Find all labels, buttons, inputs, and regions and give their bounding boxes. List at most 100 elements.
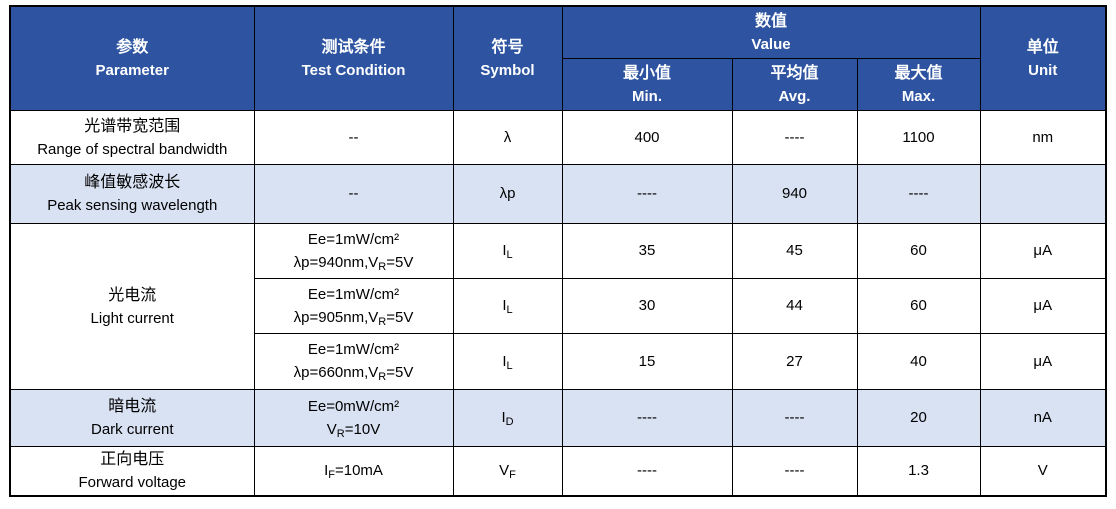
condition-line: Ee=1mW/cm²: [307, 341, 400, 358]
param-zh: 峰值敏感波长: [84, 174, 181, 191]
symbol-cell: λp: [452, 163, 563, 224]
spec-table-body: 光谱带宽范围 Range of spectral bandwidth -- λ …: [9, 109, 1107, 497]
condition-cell: --: [253, 109, 454, 165]
col-header-unit-zh: 单位: [1026, 38, 1059, 56]
col-header-parameter-zh: 参数: [116, 38, 149, 56]
spec-table: 参数 Parameter 测试条件 Test Condition 符号 Symb…: [9, 5, 1107, 497]
row-dark-current: 暗电流 Dark current Ee=0mW/cm² VR=10V ID --…: [9, 388, 1107, 447]
row-peak-sensing-wavelength: 峰值敏感波长 Peak sensing wavelength -- λp ---…: [9, 163, 1107, 224]
condition-line: --: [348, 185, 359, 202]
col-header-max-en: Max.: [901, 87, 936, 105]
max-cell: 60: [856, 222, 981, 279]
col-header-parameter-en: Parameter: [95, 61, 169, 79]
unit-cell: μA: [979, 277, 1107, 334]
min-cell: 15: [561, 332, 733, 390]
min-cell: ----: [561, 388, 733, 447]
col-header-parameter: 参数 Parameter: [9, 5, 255, 111]
col-header-min-zh: 最小值: [622, 64, 671, 82]
unit-cell: μA: [979, 332, 1107, 390]
param-en: Range of spectral bandwidth: [37, 140, 228, 158]
spec-table-header: 参数 Parameter 测试条件 Test Condition 符号 Symb…: [9, 5, 1107, 111]
condition-line: Ee=1mW/cm²: [307, 285, 400, 303]
max-cell: ----: [856, 163, 981, 224]
min-cell: 30: [561, 277, 733, 334]
avg-cell: ----: [731, 388, 858, 447]
col-header-value-en: Value: [751, 35, 791, 53]
avg-cell: 44: [731, 277, 858, 334]
max-cell: 1.3: [856, 445, 981, 497]
symbol-cell: λ: [452, 109, 563, 165]
unit-cell: [979, 163, 1107, 224]
col-header-min: 最小值 Min.: [561, 57, 733, 111]
param-cell-peak-sensing: 峰值敏感波长 Peak sensing wavelength: [9, 163, 255, 224]
col-header-max-zh: 最大值: [894, 64, 943, 82]
col-header-unit: 单位 Unit: [979, 5, 1107, 111]
min-cell: ----: [561, 445, 733, 497]
col-header-test-condition-zh: 测试条件: [321, 38, 386, 56]
avg-cell: 27: [731, 332, 858, 390]
col-header-avg-en: Avg.: [778, 87, 811, 105]
col-header-test-condition: 测试条件 Test Condition: [253, 5, 454, 111]
row-forward-voltage: 正向电压 Forward voltage IF=10mA VF ---- ---…: [9, 445, 1107, 497]
row-light-current-660: Ee=1mW/cm² λp=660nm,VR=5V IL 15 27 40 μA: [10, 332, 1107, 390]
col-header-value: 数值 Value: [561, 5, 981, 59]
param-zh: 光电流: [108, 286, 157, 304]
symbol-cell: IL: [452, 222, 563, 279]
symbol-cell: IL: [452, 277, 563, 334]
max-cell: 40: [856, 332, 981, 390]
col-header-symbol-en: Symbol: [480, 61, 535, 79]
avg-cell: 45: [731, 222, 858, 279]
condition-cell: IF=10mA: [253, 445, 454, 497]
col-header-symbol: 符号 Symbol: [452, 5, 563, 111]
row-light-current-940: 光电流 Light current Ee=1mW/cm² λp=940nm,VR…: [9, 222, 1107, 390]
max-cell: 20: [856, 388, 981, 447]
condition-cell: Ee=1mW/cm² λp=905nm,VR=5V: [253, 277, 454, 334]
param-cell-spectral-bandwidth: 光谱带宽范围 Range of spectral bandwidth: [9, 109, 255, 165]
condition-line: Ee=1mW/cm²: [307, 230, 400, 248]
unit-cell: nm: [979, 109, 1107, 165]
min-cell: 400: [561, 109, 733, 165]
condition-line: λp=940nm,VR=5V: [293, 253, 414, 273]
symbol-cell: ID: [452, 388, 563, 447]
col-header-value-zh: 数值: [754, 12, 787, 30]
condition-cell: --: [253, 163, 454, 224]
condition-line: IF=10mA: [324, 462, 383, 482]
param-en: Dark current: [90, 421, 174, 438]
col-header-unit-en: Unit: [1028, 61, 1058, 79]
max-cell: 1100: [856, 109, 981, 165]
unit-cell: nA: [979, 388, 1107, 447]
col-header-avg-zh: 平均值: [770, 64, 819, 82]
param-cell-light-current: 光电流 Light current: [9, 222, 255, 390]
symbol-cell: VF: [452, 445, 563, 497]
row-light-current-905: Ee=1mW/cm² λp=905nm,VR=5V IL 30 44 60 μA: [10, 277, 1107, 334]
row-spectral-bandwidth: 光谱带宽范围 Range of spectral bandwidth -- λ …: [9, 109, 1107, 165]
unit-cell: μA: [979, 222, 1107, 279]
datasheet-page: 参数 Parameter 测试条件 Test Condition 符号 Symb…: [0, 5, 1116, 509]
min-cell: 35: [561, 222, 733, 279]
avg-cell: 940: [731, 163, 858, 224]
col-header-symbol-zh: 符号: [491, 38, 524, 56]
condition-line: λp=905nm,VR=5V: [293, 308, 414, 328]
param-en: Peak sensing wavelength: [47, 197, 218, 214]
condition-line: Ee=0mW/cm²: [307, 397, 400, 415]
col-header-avg: 平均值 Avg.: [731, 57, 858, 111]
avg-cell: ----: [731, 109, 858, 165]
param-zh: 正向电压: [100, 451, 165, 469]
avg-cell: ----: [731, 445, 858, 497]
param-zh: 暗电流: [108, 398, 157, 415]
col-header-test-condition-en: Test Condition: [301, 61, 406, 79]
condition-cell: Ee=1mW/cm² λp=660nm,VR=5V: [253, 332, 454, 390]
condition-line: λp=660nm,VR=5V: [293, 364, 414, 383]
col-header-min-en: Min.: [632, 87, 662, 105]
param-cell-forward-voltage: 正向电压 Forward voltage: [9, 445, 255, 497]
condition-cell: Ee=1mW/cm² λp=940nm,VR=5V: [253, 222, 454, 279]
condition-cell: Ee=0mW/cm² VR=10V: [253, 388, 454, 447]
param-zh: 光谱带宽范围: [84, 117, 181, 135]
max-cell: 60: [856, 277, 981, 334]
symbol-cell: IL: [452, 332, 563, 390]
col-header-max: 最大值 Max.: [856, 57, 981, 111]
param-en: Forward voltage: [78, 474, 187, 492]
unit-cell: V: [979, 445, 1107, 497]
condition-line: --: [348, 128, 359, 146]
condition-line: VR=10V: [326, 420, 381, 440]
